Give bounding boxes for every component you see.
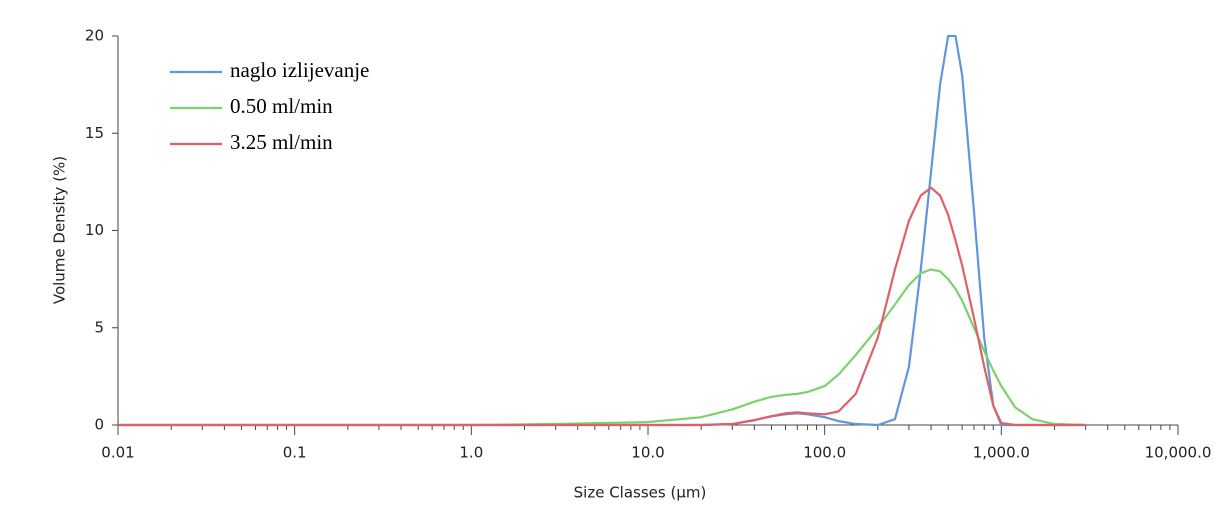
x-tick-label: 0.01 <box>101 444 134 462</box>
x-tick-label: 0.1 <box>283 444 307 462</box>
legend-label: 0.50 ml/min <box>230 94 333 118</box>
series-line <box>118 268 1086 427</box>
x-axis-title: Size Classes (µm) <box>574 484 707 502</box>
y-tick-label: 15 <box>85 124 104 142</box>
x-tick-label: 10.0 <box>631 444 664 462</box>
y-tick-label: 20 <box>85 27 104 45</box>
x-tick-label: 100.0 <box>803 444 846 462</box>
y-axis-title: Volume Density (%) <box>51 156 69 304</box>
y-tick-label: 0 <box>94 416 104 434</box>
x-tick-label: 10,000.0 <box>1145 444 1212 462</box>
x-tick-label: 1.0 <box>459 444 483 462</box>
legend-label: 3.25 ml/min <box>230 130 333 154</box>
y-tick-label: 5 <box>94 318 104 336</box>
x-tick-label: 1,000.0 <box>973 444 1030 462</box>
legend-label: naglo izlijevanje <box>230 58 369 82</box>
y-tick-label: 10 <box>85 221 104 239</box>
series-line <box>118 186 1086 427</box>
